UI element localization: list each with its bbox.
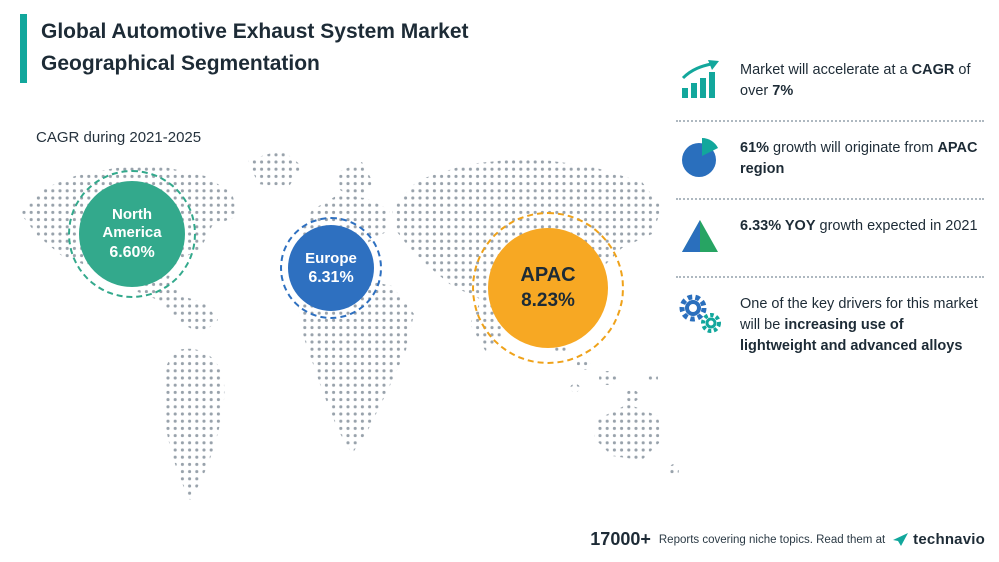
fact-drivers: One of the key drivers for this market w… — [676, 276, 984, 375]
bubble-north-america-value: 6.60% — [109, 244, 155, 261]
technavio-logo-icon — [893, 532, 909, 546]
pie-chart-icon — [676, 136, 724, 180]
footer: 17000+ Reports covering niche topics. Re… — [590, 529, 985, 550]
technavio-logo: technavio — [893, 531, 985, 548]
fact-cagr-text: Market will accelerate at a CAGR of over… — [740, 62, 971, 100]
title-line-2: Geographical Segmentation — [41, 51, 320, 75]
growth-triangle-icon — [676, 214, 724, 258]
footer-tagline: Reports covering niche topics. Read them… — [658, 533, 886, 546]
continent-australia — [594, 404, 662, 460]
continent-scandinavia — [338, 162, 374, 200]
cagr-period-label: CAGR during 2021-2025 — [36, 129, 202, 146]
bubble-north-america: North America 6.60% — [68, 170, 196, 298]
bubble-apac: APAC 8.23% — [472, 212, 624, 364]
bubble-europe-label: Europe — [305, 249, 357, 267]
bubble-apac-value: 8.23% — [521, 290, 575, 311]
fact-apac-growth-text: 61% growth will originate from APAC regi… — [740, 140, 978, 178]
continent-greenland — [248, 150, 302, 188]
bubble-apac-label: APAC — [520, 264, 576, 286]
bubble-north-america-label: North America — [102, 206, 162, 241]
fact-yoy-text: 6.33% YOY growth expected in 2021 — [740, 218, 978, 235]
title-line-1: Global Automotive Exhaust System Market — [41, 20, 469, 43]
bubble-europe: Europe 6.31% — [280, 217, 382, 319]
continent-south-america — [162, 348, 225, 500]
fact-drivers-text: One of the key drivers for this market w… — [740, 296, 978, 355]
page-title: Global Automotive Exhaust System Market … — [20, 14, 469, 83]
reports-count: 17000+ — [590, 529, 651, 549]
gears-icon — [676, 292, 724, 336]
fact-yoy: 6.33% YOY growth expected in 2021 — [676, 198, 984, 276]
key-facts-panel: Market will accelerate at a CAGR of over… — [676, 44, 984, 375]
bubble-europe-value: 6.31% — [308, 268, 354, 286]
fact-apac-growth: 61% growth will originate from APAC regi… — [676, 120, 984, 198]
fact-cagr: Market will accelerate at a CAGR of over… — [676, 44, 984, 120]
growth-arrow-chart-icon — [676, 58, 724, 102]
continent-africa — [298, 276, 414, 454]
technavio-brand-name: technavio — [913, 531, 985, 548]
